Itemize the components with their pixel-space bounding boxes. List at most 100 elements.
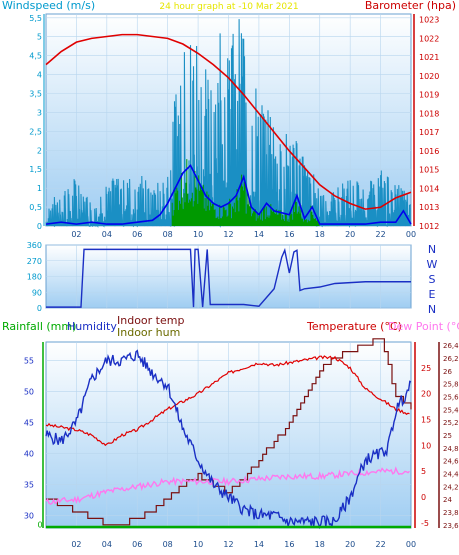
x-tick-label: 04: [102, 230, 112, 239]
x-tick-label: 08: [163, 230, 173, 239]
x-tick-label: 22: [375, 540, 385, 549]
direction-tick-label: 90: [32, 288, 42, 297]
x-tick-label: 02: [71, 540, 81, 549]
temperature-tick-label: 0: [421, 493, 426, 502]
left-axis-title: Windspeed (m/s): [2, 0, 95, 12]
x-tick-label: 06: [132, 540, 142, 549]
indoor-temp-tick-label: 24: [443, 496, 452, 504]
x-tick-label: 08: [163, 540, 173, 549]
indoor-temp-tick-label: 23,6: [443, 522, 459, 530]
dew-point-line: [45, 466, 410, 506]
left-tick-label: 2,5: [29, 127, 42, 136]
wind-average-line: [45, 164, 412, 225]
right-tick-label: 1022: [419, 34, 439, 43]
rain-tick-label: 0: [37, 520, 42, 529]
right-tick-label: 1014: [419, 184, 439, 193]
left-tick-label: 3,5: [29, 90, 42, 99]
wind-direction-line: [46, 247, 411, 308]
right-tick-label: 1023: [419, 16, 439, 25]
right-tick-label: 1019: [419, 91, 439, 100]
indoor-temp-tick-label: 25: [443, 432, 452, 440]
x-tick-label: 00: [406, 540, 416, 549]
direction-tick-label: 180: [27, 273, 42, 282]
x-tick-label: 20: [345, 540, 355, 549]
indoor-temp-tick-label: 25,8: [443, 381, 459, 389]
x-tick-label: 18: [315, 540, 325, 549]
right-tick-label: 1012: [419, 222, 439, 231]
compass-letter: N: [428, 243, 436, 256]
right-tick-label: 1015: [419, 166, 439, 175]
humidity-tick-label: 55: [24, 357, 34, 366]
indoor-temp-tick-label: 24,4: [443, 470, 459, 478]
compass-letter: N: [428, 303, 436, 316]
x-tick-label: 20: [345, 230, 355, 239]
left-tick-label: 1,5: [29, 165, 42, 174]
right-tick-label: 1017: [419, 128, 439, 137]
x-tick-label: 10: [193, 540, 203, 549]
x-tick-label: 16: [284, 230, 294, 239]
indoor-temp-label: Indoor temp: [117, 314, 184, 327]
humidity-line: [45, 349, 412, 530]
chart-title: 24 hour graph at -10 Mar 2021: [159, 2, 298, 12]
temperature-tick-label: 10: [421, 441, 431, 450]
indoor-temp-line: [46, 338, 412, 526]
wind-gust-green-line: [171, 159, 320, 226]
dew-point-label: Dew Point (°C): [388, 320, 459, 333]
indoor-temp-tick-label: 24,6: [443, 458, 459, 466]
indoor-temp-tick-label: 23,8: [443, 509, 459, 517]
temperature-tick-label: 5: [421, 467, 426, 476]
x-tick-label: 22: [375, 230, 385, 239]
compass-letter: W: [427, 258, 438, 271]
indoor-temp-tick-label: 25,6: [443, 394, 459, 402]
indoor-temp-tick-label: 26: [443, 368, 452, 376]
x-tick-label: 16: [284, 540, 294, 549]
right-axis-title: Barometer (hpa): [365, 0, 456, 12]
indoor-temp-tick-label: 25,4: [443, 406, 459, 414]
temperature-tick-label: 15: [421, 416, 431, 425]
humidity-label: Humidity: [67, 320, 117, 333]
x-tick-label: 12: [223, 230, 233, 239]
humidity-tick-label: 50: [24, 388, 34, 397]
humidity-tick-label: 40: [24, 450, 34, 459]
compass-letter: E: [429, 288, 436, 301]
indoor-temp-tick-label: 24,8: [443, 445, 459, 453]
right-tick-label: 1013: [419, 203, 439, 212]
humidity-tick-label: 35: [24, 481, 34, 490]
barometer-line: [45, 33, 412, 210]
left-tick-label: 4: [37, 71, 42, 80]
x-tick-label: 12: [223, 540, 233, 549]
left-tick-label: 5: [37, 33, 42, 42]
temperature-tick-label: 25: [421, 364, 431, 373]
direction-tick-label: 0: [37, 304, 42, 313]
left-tick-label: 2: [37, 146, 42, 155]
x-tick-label: 10: [193, 230, 203, 239]
x-tick-label: 14: [254, 540, 264, 549]
x-tick-label: 14: [254, 230, 264, 239]
right-tick-label: 1021: [419, 53, 439, 62]
left-tick-label: 1: [37, 184, 42, 193]
direction-tick-label: 360: [27, 241, 42, 250]
rainfall-label: Rainfall (mm): [2, 320, 76, 333]
x-tick-label: 00: [406, 230, 416, 239]
temperature-line: [45, 355, 410, 447]
temperature-tick-label: 20: [421, 390, 431, 399]
x-tick-label: 06: [132, 230, 142, 239]
indoor-temp-tick-label: 25,2: [443, 419, 459, 427]
direction-tick-label: 270: [27, 257, 42, 266]
right-tick-label: 1016: [419, 147, 439, 156]
left-tick-label: 3: [37, 108, 42, 117]
x-tick-label: 04: [102, 540, 112, 549]
compass-letter: S: [429, 273, 436, 286]
left-tick-label: 4,5: [29, 52, 42, 61]
indoor-temp-tick-label: 26,4: [443, 342, 459, 350]
left-tick-label: 0,5: [29, 203, 42, 212]
indoor-temp-tick-label: 24,2: [443, 483, 459, 491]
right-tick-label: 1018: [419, 109, 439, 118]
indoor-temp-tick-label: 26,2: [443, 355, 459, 363]
left-tick-label: 5,5: [29, 14, 42, 23]
humidity-tick-label: 30: [24, 512, 34, 521]
indoor-hum-label: Indoor hum: [117, 326, 180, 339]
temperature-label: Temperature (°C): [306, 320, 402, 333]
right-tick-label: 1020: [419, 72, 439, 81]
